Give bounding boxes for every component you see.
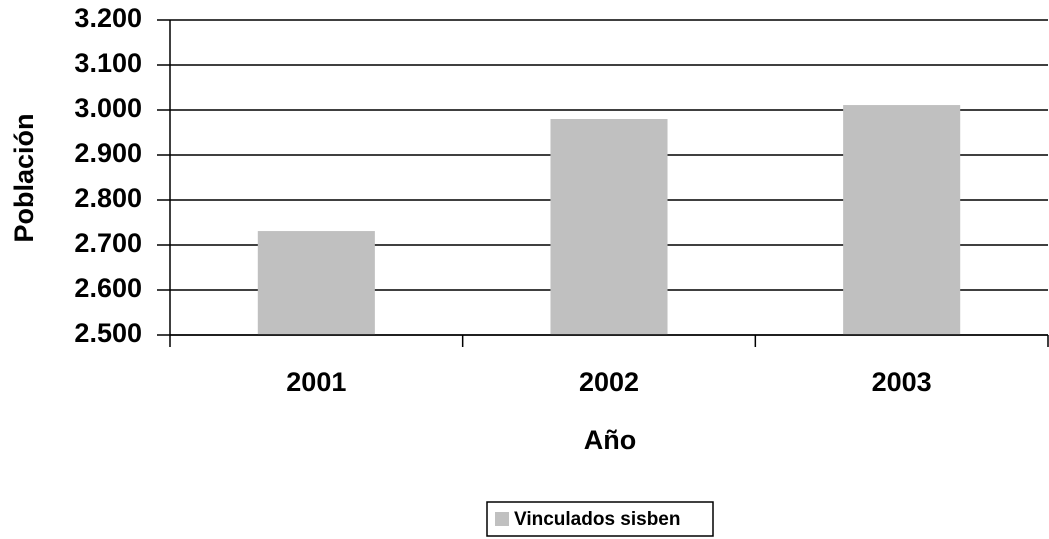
y-tick-label: 3.100 (74, 48, 142, 78)
x-tick-label: 2003 (872, 367, 932, 397)
bar (843, 105, 961, 335)
legend-box (486, 501, 714, 537)
x-tick-label: 2002 (579, 367, 639, 397)
bar (257, 231, 375, 335)
y-tick-label: 2.700 (74, 228, 142, 258)
y-tick-label: 2.900 (74, 138, 142, 168)
y-tick-label: 2.500 (74, 318, 142, 348)
x-axis-label: Año (584, 425, 636, 455)
y-tick-label: 3.200 (74, 3, 142, 33)
y-tick-label: 2.800 (74, 183, 142, 213)
y-tick-label: 2.600 (74, 273, 142, 303)
legend-swatch (495, 512, 509, 526)
x-tick-label: 2001 (286, 367, 346, 397)
y-axis-label: Población (9, 113, 39, 242)
y-tick-label: 3.000 (74, 93, 142, 123)
bar (550, 119, 668, 335)
legend-label: Vinculados sisben (514, 509, 680, 530)
